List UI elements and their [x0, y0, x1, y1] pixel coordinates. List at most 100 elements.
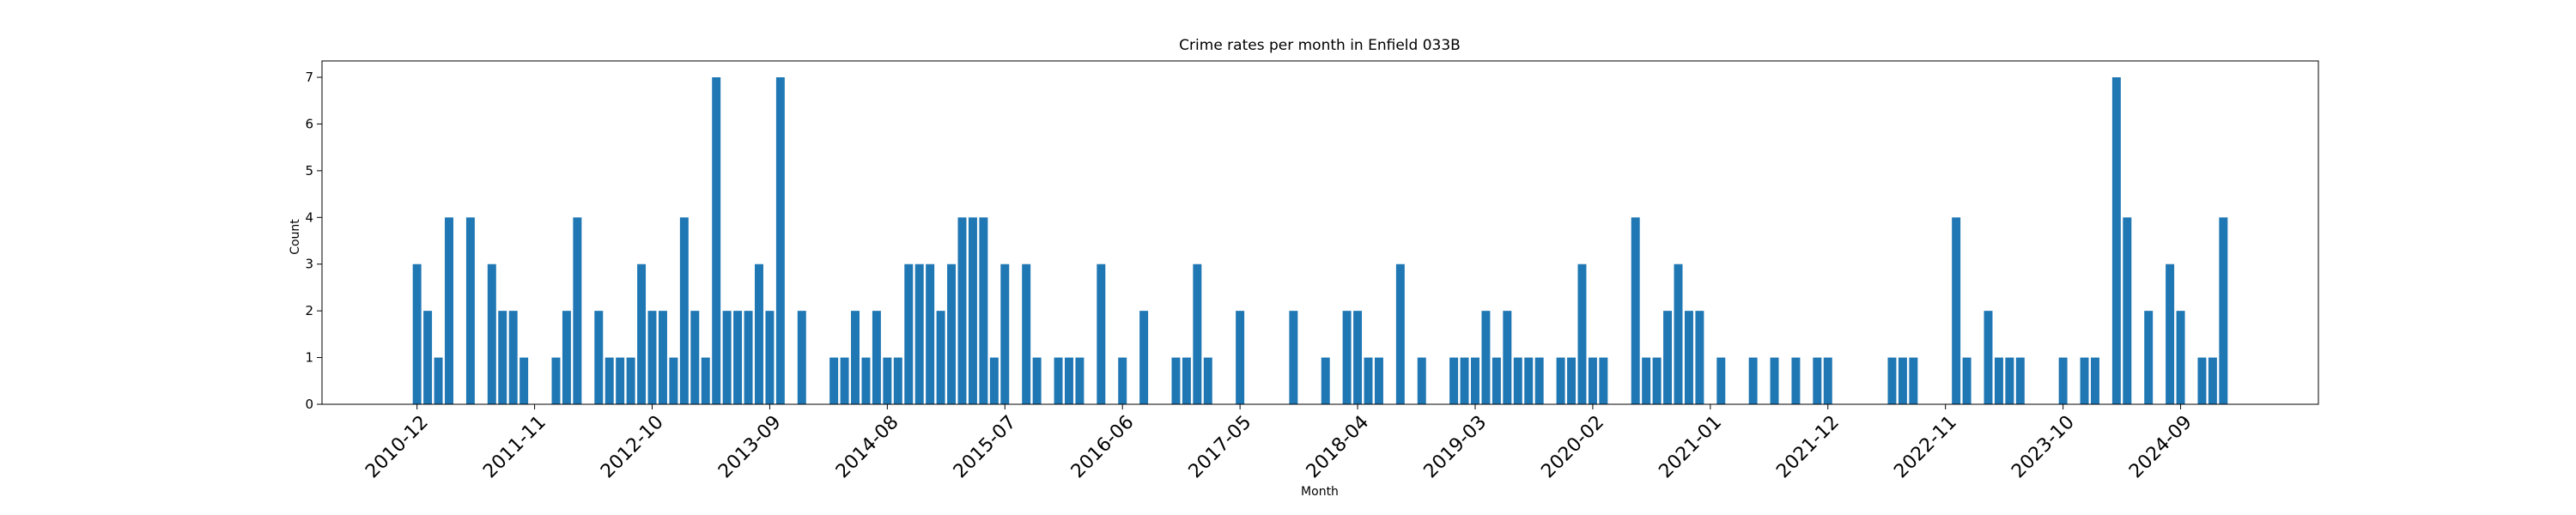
y-tick-label: 7	[305, 70, 313, 85]
bar	[861, 357, 871, 404]
x-tick-label: 2013-09	[714, 412, 786, 483]
bar	[1674, 264, 1683, 404]
bar	[2015, 357, 2025, 404]
bar	[2166, 264, 2175, 404]
bar	[508, 311, 518, 404]
y-tick-label: 1	[305, 350, 313, 366]
bar	[893, 357, 902, 404]
bar	[1684, 311, 1693, 404]
bar	[2111, 77, 2121, 405]
bar	[1064, 357, 1073, 404]
bar	[626, 357, 635, 404]
bar	[936, 311, 945, 404]
bar	[562, 311, 571, 404]
bar	[2197, 357, 2207, 404]
x-tick-label: 2020-02	[1537, 412, 1608, 483]
bar	[872, 311, 881, 404]
x-tick-label: 2012-10	[597, 412, 668, 483]
y-tick-label: 0	[305, 397, 313, 412]
y-tick-label: 5	[305, 163, 313, 179]
bar	[775, 77, 785, 405]
bar	[722, 311, 732, 404]
bar	[1887, 357, 1897, 404]
bar	[1203, 357, 1212, 404]
bar	[1984, 311, 1993, 404]
bar	[1193, 264, 1202, 404]
bar	[1321, 357, 1330, 404]
bar	[487, 264, 496, 404]
bar	[1395, 264, 1405, 404]
bar	[605, 357, 614, 404]
bar	[1556, 357, 1565, 404]
bar	[2080, 357, 2089, 404]
bar	[2176, 311, 2185, 404]
bar	[2144, 311, 2154, 404]
bar	[658, 311, 667, 404]
bar	[1588, 357, 1597, 404]
bar	[1599, 357, 1608, 404]
bar	[1770, 357, 1779, 404]
bar	[1534, 357, 1544, 404]
y-tick-label: 2	[305, 303, 313, 318]
bar	[1118, 357, 1127, 404]
bar	[1577, 264, 1587, 404]
bar	[1481, 311, 1491, 404]
bar	[498, 311, 507, 404]
bar	[979, 217, 988, 404]
x-tick-label: 2021-01	[1655, 412, 1726, 483]
x-tick-label: 2019-03	[1420, 412, 1492, 483]
bar	[1524, 357, 1534, 404]
bar	[1054, 357, 1063, 404]
bar	[1631, 217, 1640, 404]
x-tick-label: 2010-12	[361, 412, 433, 483]
bar	[434, 357, 443, 404]
bar	[1182, 357, 1191, 404]
x-tick-label: 2016-06	[1067, 412, 1139, 483]
bar	[1695, 311, 1704, 404]
bar	[1791, 357, 1801, 404]
bar	[1342, 311, 1352, 404]
bar	[926, 264, 935, 404]
x-tick-label: 2022-11	[1890, 412, 1961, 483]
x-tick-label: 2024-09	[2125, 412, 2196, 483]
bar	[914, 264, 924, 404]
bar	[947, 264, 957, 404]
bar	[1171, 357, 1181, 404]
bar	[2123, 217, 2132, 404]
bar	[1097, 264, 1106, 404]
bar	[1449, 357, 1459, 404]
x-tick-label: 2021-12	[1772, 412, 1844, 483]
bar	[2219, 217, 2228, 404]
bar	[1813, 357, 1822, 404]
bar	[1417, 357, 1426, 404]
bar	[1353, 311, 1363, 404]
x-tick-label: 2017-05	[1185, 412, 1256, 483]
bar	[840, 357, 849, 404]
bar	[679, 217, 689, 404]
bar	[733, 311, 743, 404]
bar	[1492, 357, 1501, 404]
bar	[1898, 357, 1907, 404]
bar	[765, 311, 775, 404]
x-tick-label: 2018-04	[1303, 412, 1374, 483]
bar	[1994, 357, 2003, 404]
bar	[968, 217, 977, 404]
bar	[1642, 357, 1651, 404]
bar	[1236, 311, 1245, 404]
bar	[989, 357, 999, 404]
bar	[2208, 357, 2217, 404]
x-axis-label: Month	[1301, 485, 1339, 499]
x-tick-label: 2011-11	[479, 412, 550, 483]
bar	[904, 264, 914, 404]
bar	[423, 311, 433, 404]
bar	[573, 217, 582, 404]
bar	[1471, 357, 1479, 404]
bar	[445, 217, 453, 404]
bar	[551, 357, 561, 404]
bar	[1364, 357, 1373, 404]
bar	[1032, 357, 1042, 404]
bar	[1289, 311, 1298, 404]
bar	[647, 311, 657, 404]
bar	[412, 264, 422, 404]
plot-frame	[321, 60, 2319, 405]
